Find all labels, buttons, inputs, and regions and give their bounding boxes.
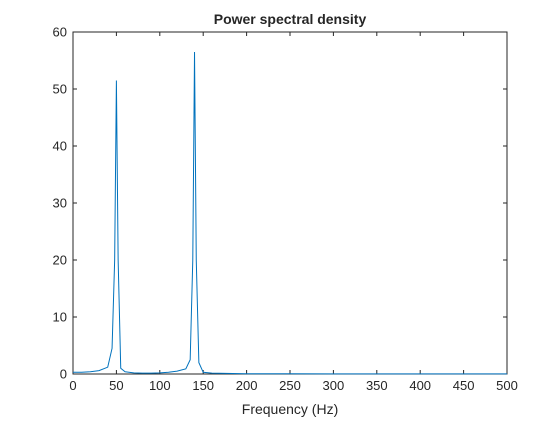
y-tick-label: 50 — [53, 82, 67, 97]
chart-title: Power spectral density — [214, 11, 367, 27]
x-tick-label: 500 — [496, 378, 518, 393]
y-tick-label: 30 — [53, 196, 67, 211]
x-tick-label: 150 — [192, 378, 214, 393]
y-tick-label: 60 — [53, 25, 67, 40]
x-tick-label: 100 — [149, 378, 171, 393]
x-tick-label: 0 — [69, 378, 76, 393]
x-tick-label: 400 — [409, 378, 431, 393]
y-tick-label: 0 — [60, 367, 67, 382]
x-tick-label: 300 — [323, 378, 345, 393]
x-axis-ticks: 0 50 100 150 200 250 300 350 400 450 500 — [69, 32, 518, 393]
y-axis-ticks: 0 10 20 30 40 50 60 — [53, 25, 507, 382]
x-tick-label: 250 — [279, 378, 301, 393]
y-tick-label: 10 — [53, 310, 67, 325]
x-tick-label: 450 — [453, 378, 475, 393]
plot-area — [72, 31, 508, 375]
x-axis-label: Frequency (Hz) — [242, 401, 338, 417]
y-tick-label: 40 — [53, 139, 67, 154]
y-tick-label: 20 — [53, 253, 67, 268]
x-tick-label: 50 — [109, 378, 123, 393]
x-tick-label: 200 — [236, 378, 258, 393]
x-tick-label: 350 — [366, 378, 388, 393]
series-line — [73, 51, 507, 375]
